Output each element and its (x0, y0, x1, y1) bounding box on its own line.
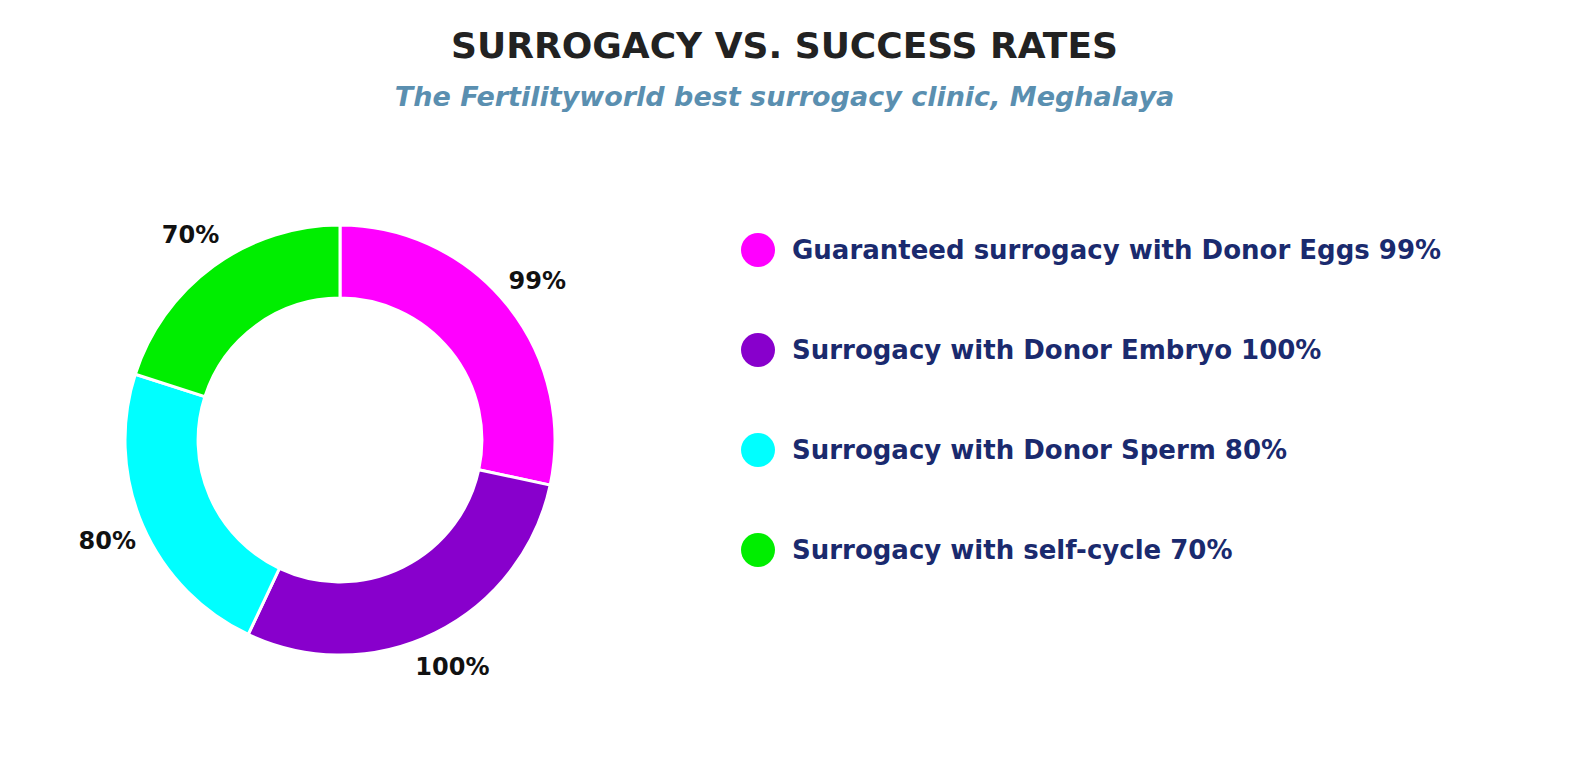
legend-swatch (741, 533, 775, 567)
background (0, 0, 1569, 775)
legend-swatch (741, 333, 775, 367)
chart-svg: SURROGACY VS. SUCCESS RATES The Fertility… (0, 0, 1569, 775)
donut-slice (125, 374, 279, 634)
data-label: 80% (79, 527, 136, 555)
legend-label: Surrogacy with Donor Embryo 100% (792, 335, 1321, 365)
donut-slice (135, 225, 340, 397)
data-label: 100% (415, 653, 489, 681)
subtitle: The Fertilityworld best surrogacy clinic… (395, 81, 1174, 112)
title: SURROGACY VS. SUCCESS RATES (451, 25, 1118, 66)
legend-label: Guaranteed surrogacy with Donor Eggs 99% (792, 235, 1441, 265)
chart-container: SURROGACY VS. SUCCESS RATES The Fertility… (0, 0, 1569, 775)
donut-slice (340, 225, 555, 485)
legend-label: Surrogacy with Donor Sperm 80% (792, 435, 1287, 465)
legend-swatch (741, 233, 775, 267)
donut (125, 225, 555, 655)
legend-label: Surrogacy with self-cycle 70% (792, 535, 1233, 565)
donut-slice (248, 470, 550, 655)
legend: Guaranteed surrogacy with Donor Eggs 99%… (741, 233, 1441, 567)
data-label: 99% (509, 267, 566, 295)
legend-swatch (741, 433, 775, 467)
data-label: 70% (162, 221, 219, 249)
data-labels: 99% 100% 80% 70% (79, 221, 566, 681)
